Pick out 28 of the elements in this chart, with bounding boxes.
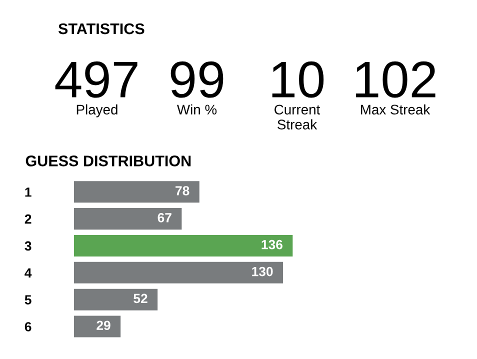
y-tick-label: 1: [25, 188, 32, 197]
data-label: 78: [176, 186, 190, 196]
text: Win %: [176, 104, 217, 114]
bar: [74, 181, 200, 203]
text: 10: [272, 61, 324, 98]
bar: [74, 234, 293, 257]
chart-title: GUESS DISTRIBUTION: [26, 156, 191, 166]
text: Max Streak: [361, 104, 430, 115]
bar: [74, 316, 121, 338]
y-tick-label: 3: [24, 241, 32, 251]
data-label: 52: [134, 294, 148, 304]
bar: [74, 288, 158, 310]
data-label: 29: [96, 320, 110, 330]
data-label: 130: [252, 266, 273, 276]
bar: [74, 262, 284, 284]
text: Played: [76, 104, 118, 118]
y-tick-label: 2: [24, 214, 32, 224]
text: 497: [55, 61, 138, 98]
y-tick-label: 6: [24, 322, 32, 332]
y-tick-label: 5: [24, 295, 32, 304]
text: 102: [356, 61, 436, 98]
text: STATISTICS: [58, 23, 144, 34]
data-label: 67: [158, 213, 172, 222]
bar: [74, 208, 182, 230]
text: 99: [170, 61, 224, 98]
text: Current Streak: [274, 104, 320, 130]
y-tick-label: 4: [24, 268, 32, 278]
data-label: 136: [262, 240, 282, 250]
